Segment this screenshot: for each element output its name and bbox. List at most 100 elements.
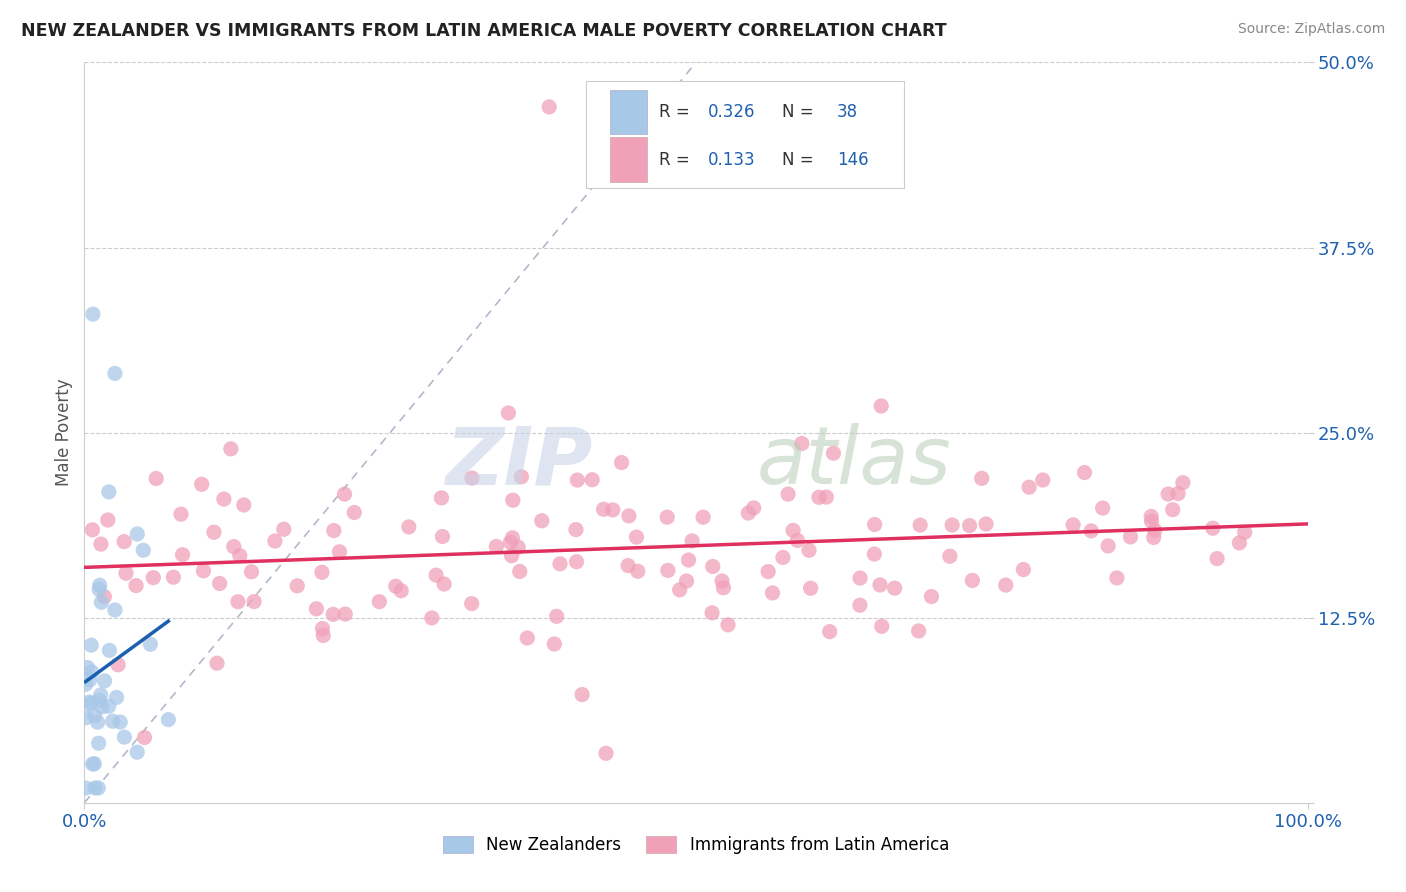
New Zealanders (104, 603, 127, 617)
New Zealanders (105, 690, 128, 705)
New Zealanders (79, 697, 101, 711)
Immigrants from Latin America (328, 545, 350, 559)
Immigrants from Latin America (920, 590, 942, 604)
New Zealanders (83, 756, 105, 771)
Immigrants from Latin America (1161, 502, 1184, 516)
Immigrants from Latin America (870, 399, 893, 413)
Immigrants from Latin America (90, 537, 112, 551)
FancyBboxPatch shape (610, 90, 647, 135)
Immigrants from Latin America (959, 518, 981, 533)
New Zealanders (89, 582, 111, 597)
Immigrants from Latin America (142, 571, 165, 585)
New Zealanders (89, 693, 111, 707)
Immigrants from Latin America (240, 565, 263, 579)
Immigrants from Latin America (742, 500, 765, 515)
New Zealanders (101, 714, 124, 729)
Text: 0.326: 0.326 (709, 103, 755, 121)
Immigrants from Latin America (97, 513, 120, 527)
Immigrants from Latin America (907, 624, 929, 638)
Immigrants from Latin America (202, 525, 225, 540)
Immigrants from Latin America (485, 540, 508, 554)
Immigrants from Latin America (82, 523, 104, 537)
Immigrants from Latin America (420, 611, 443, 625)
Immigrants from Latin America (1140, 509, 1163, 524)
FancyBboxPatch shape (586, 81, 904, 188)
Immigrants from Latin America (1073, 466, 1095, 480)
New Zealanders (82, 757, 104, 772)
Immigrants from Latin America (1018, 480, 1040, 494)
New Zealanders (75, 780, 97, 795)
Immigrants from Latin America (93, 590, 115, 604)
Immigrants from Latin America (112, 534, 135, 549)
Immigrants from Latin America (343, 506, 366, 520)
Immigrants from Latin America (333, 487, 356, 501)
New Zealanders (127, 527, 149, 541)
Immigrants from Latin America (432, 529, 454, 543)
Text: Source: ZipAtlas.com: Source: ZipAtlas.com (1237, 22, 1385, 37)
Text: ZIP: ZIP (444, 423, 592, 501)
Immigrants from Latin America (849, 598, 872, 612)
Immigrants from Latin America (939, 549, 962, 564)
Immigrants from Latin America (1202, 521, 1225, 535)
Immigrants from Latin America (190, 477, 212, 491)
Immigrants from Latin America (800, 581, 823, 595)
Immigrants from Latin America (1206, 551, 1229, 566)
Immigrants from Latin America (790, 436, 813, 450)
Immigrants from Latin America (134, 731, 156, 745)
Text: 0.133: 0.133 (709, 151, 756, 169)
Immigrants from Latin America (145, 471, 167, 485)
Immigrants from Latin America (782, 524, 804, 538)
Immigrants from Latin America (425, 568, 447, 582)
Immigrants from Latin America (1032, 473, 1054, 487)
Immigrants from Latin America (1233, 525, 1256, 540)
New Zealanders (87, 736, 110, 750)
Immigrants from Latin America (212, 491, 235, 506)
Immigrants from Latin America (430, 491, 453, 505)
Immigrants from Latin America (312, 628, 335, 642)
Immigrants from Latin America (692, 510, 714, 524)
Immigrants from Latin America (717, 617, 740, 632)
Immigrants from Latin America (193, 564, 215, 578)
Immigrants from Latin America (460, 597, 482, 611)
Immigrants from Latin America (567, 473, 589, 487)
New Zealanders (93, 673, 115, 688)
New Zealanders (75, 711, 97, 725)
New Zealanders (76, 660, 98, 674)
Immigrants from Latin America (162, 570, 184, 584)
Immigrants from Latin America (311, 622, 333, 636)
Immigrants from Latin America (398, 520, 420, 534)
Immigrants from Latin America (678, 553, 700, 567)
Immigrants from Latin America (617, 508, 640, 523)
New Zealanders (87, 780, 110, 795)
Immigrants from Latin America (626, 530, 648, 544)
Immigrants from Latin America (602, 503, 624, 517)
New Zealanders (108, 714, 131, 729)
Immigrants from Latin America (530, 514, 553, 528)
Immigrants from Latin America (1157, 487, 1180, 501)
Immigrants from Latin America (1227, 536, 1250, 550)
New Zealanders (84, 780, 107, 795)
Immigrants from Latin America (264, 534, 287, 549)
Immigrants from Latin America (657, 563, 679, 577)
Immigrants from Latin America (1105, 571, 1128, 585)
Immigrants from Latin America (675, 574, 697, 588)
Immigrants from Latin America (1097, 539, 1119, 553)
Immigrants from Latin America (229, 549, 252, 563)
Immigrants from Latin America (627, 564, 650, 578)
New Zealanders (132, 543, 155, 558)
Immigrants from Latin America (368, 595, 391, 609)
Immigrants from Latin America (565, 523, 588, 537)
Immigrants from Latin America (208, 576, 231, 591)
Immigrants from Latin America (711, 574, 734, 588)
Immigrants from Latin America (1062, 517, 1084, 532)
Immigrants from Latin America (115, 566, 138, 581)
Immigrants from Latin America (941, 518, 963, 533)
New Zealanders (75, 677, 97, 691)
Immigrants from Latin America (1119, 530, 1142, 544)
New Zealanders (104, 367, 127, 381)
Immigrants from Latin America (1091, 501, 1114, 516)
Immigrants from Latin America (1143, 531, 1166, 545)
Immigrants from Latin America (172, 548, 194, 562)
Immigrants from Latin America (502, 493, 524, 508)
Immigrants from Latin America (546, 609, 568, 624)
